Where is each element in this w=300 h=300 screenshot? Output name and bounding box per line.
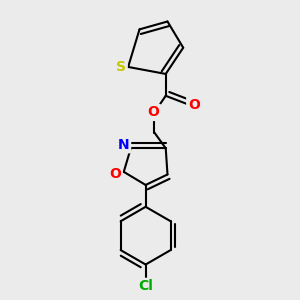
- Text: S: S: [116, 60, 126, 74]
- Text: N: N: [118, 138, 130, 152]
- Text: Cl: Cl: [138, 279, 153, 293]
- Text: O: O: [148, 105, 159, 119]
- Text: O: O: [109, 167, 121, 181]
- Text: O: O: [188, 98, 200, 112]
